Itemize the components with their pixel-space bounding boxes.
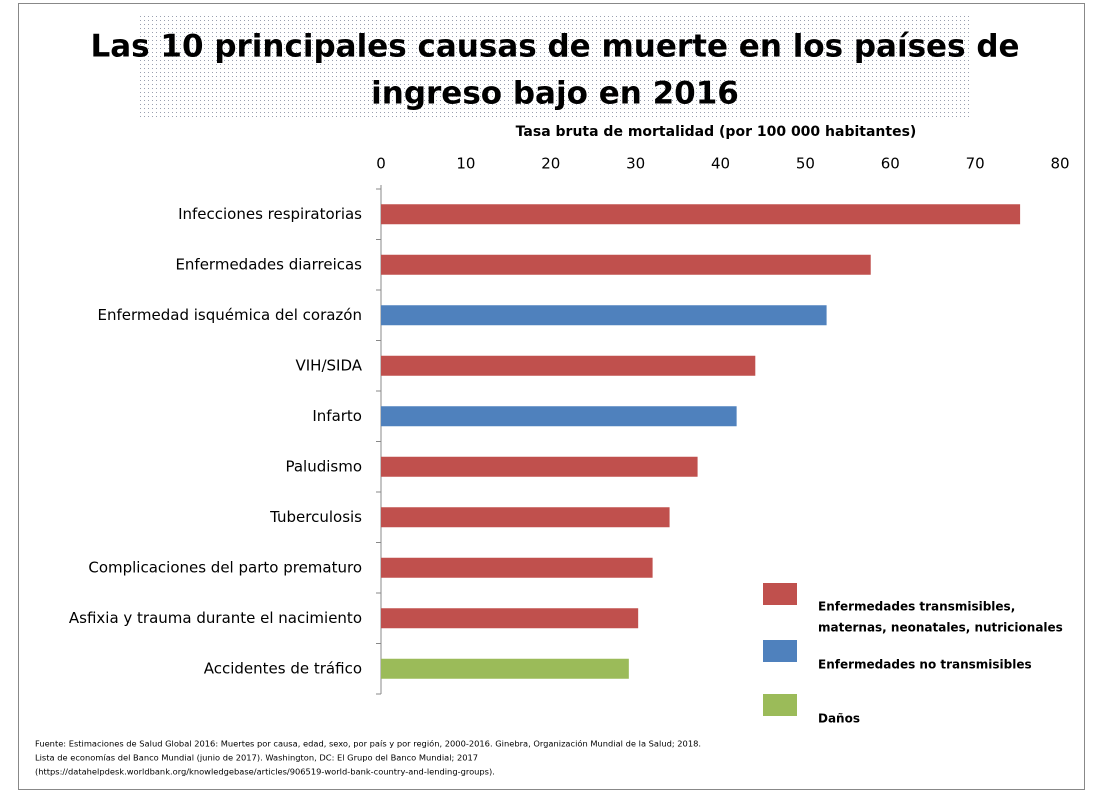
chart-title: Las 10 principales causas de muerte en l… (90, 29, 1019, 65)
bar (381, 658, 629, 679)
x-tick-label: 10 (456, 155, 475, 173)
legend-swatch (763, 640, 797, 662)
y-tick-label: Infecciones respiratorias (178, 205, 362, 223)
x-tick-label: 60 (881, 155, 900, 173)
x-tick-label: 50 (796, 155, 815, 173)
bar (381, 355, 756, 376)
bar (381, 254, 871, 275)
chart-title: ingreso bajo en 2016 (371, 76, 739, 112)
x-tick-label: 70 (966, 155, 985, 173)
y-tick-label: Enfermedad isquémica del corazón (98, 306, 363, 324)
frame (18, 3, 1085, 790)
legend-label: Enfermedades transmisibles, (818, 600, 1015, 614)
y-tick-label: Accidentes de tráfico (204, 659, 362, 677)
legend-swatch (763, 583, 797, 605)
title-background (140, 15, 970, 118)
y-tick-label: VIH/SIDA (295, 356, 362, 374)
x-tick-label: 30 (626, 155, 645, 173)
x-tick-label: 80 (1050, 155, 1069, 173)
y-tick-label: Complicaciones del parto prematuro (88, 558, 362, 576)
bar (381, 456, 698, 477)
source-note: (https://datahelpdesk.worldbank.org/know… (35, 767, 495, 777)
bar (381, 507, 670, 528)
legend-label: Enfermedades no transmisibles (818, 658, 1032, 672)
y-tick-label: Paludismo (285, 457, 362, 475)
bar (381, 204, 1021, 225)
legend-swatch (763, 694, 797, 716)
y-tick-label: Infarto (312, 407, 362, 425)
x-axis-label: Tasa bruta de mortalidad (por 100 000 ha… (516, 124, 917, 140)
bar (381, 608, 639, 629)
source-note: Fuente: Estimaciones de Salud Global 201… (35, 739, 701, 749)
y-tick-label: Asfixia y trauma durante el nacimiento (69, 609, 362, 627)
bar (381, 305, 827, 326)
x-tick-label: 20 (541, 155, 560, 173)
x-tick-label: 40 (711, 155, 730, 173)
y-tick-label: Enfermedades diarreicas (175, 255, 362, 273)
legend-label: Daños (818, 712, 860, 726)
bar (381, 557, 653, 578)
x-tick-label: 0 (376, 155, 386, 173)
y-tick-label: Tuberculosis (269, 508, 362, 526)
bar (381, 406, 737, 427)
source-note: Lista de economías del Banco Mundial (ju… (35, 753, 478, 763)
legend-label: maternas, neonatales, nutricionales (818, 621, 1063, 635)
